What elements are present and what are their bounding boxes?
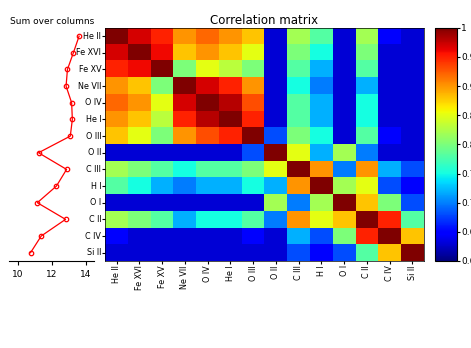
Title: Sum over columns: Sum over columns [9,17,94,26]
Title: Correlation matrix: Correlation matrix [211,14,318,27]
